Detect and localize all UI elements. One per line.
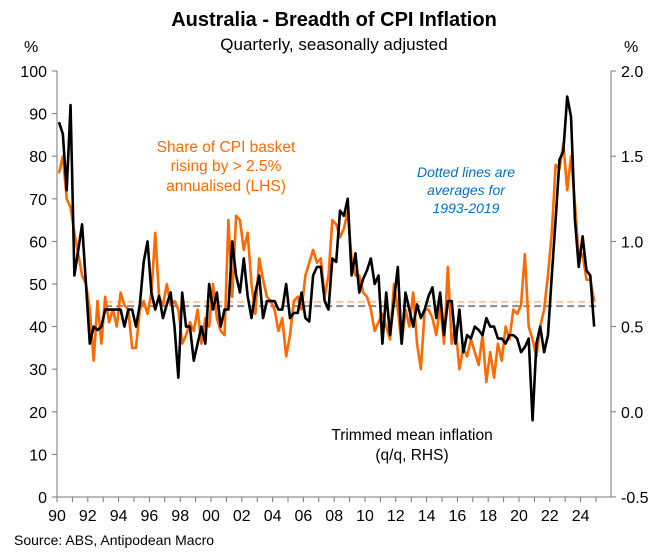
x-tick-label: 00 [202,508,220,525]
x-tick-label: 98 [171,508,189,525]
trimmed-mean-series-line [57,95,596,422]
left-tick-label: 0 [38,490,47,507]
x-tick-label: 10 [356,508,374,525]
x-tick-label: 18 [479,508,497,525]
x-tick-label: 90 [48,508,66,525]
left-tick-label: 10 [29,447,47,464]
left-tick-label: 80 [29,149,47,166]
x-tick-label: 22 [541,508,559,525]
chart-title: Australia - Breadth of CPI Inflation [171,9,497,31]
x-tick-label: 08 [325,508,343,525]
trimmed-label-line: (q/q, RHS) [375,447,448,464]
x-tick-label: 92 [79,508,97,525]
left-tick-label: 60 [29,234,47,251]
left-tick-label: 70 [29,192,47,209]
x-tick-label: 04 [264,508,282,525]
x-tick-label: 02 [233,508,251,525]
averages-note-line: Dotted lines are [417,164,515,180]
left-tick-label: 30 [29,362,47,379]
x-tick-label: 14 [418,508,436,525]
averages-note: Dotted lines are averages for 1993-2019 [417,164,515,216]
x-tick-label: 16 [449,508,467,525]
x-tick-label: 06 [295,508,313,525]
left-tick-label: 40 [29,320,47,337]
share-label-line: Share of CPI basket [157,139,296,156]
right-axis-unit: % [624,39,638,56]
left-axis-unit: % [24,39,38,56]
share-label-line: rising by > 2.5% [171,158,282,175]
right-tick-label: 0.5 [621,320,643,337]
share-label: Share of CPI basket rising by > 2.5% ann… [157,139,296,195]
source-note: Source: ABS, Antipodean Macro [14,532,214,548]
averages-note-line: averages for [427,182,506,198]
right-tick-label: 0.0 [621,405,643,422]
right-tick-label: 1.5 [621,149,643,166]
left-tick-label: 100 [20,64,47,81]
right-tick-label: 2.0 [621,64,643,81]
left-tick-label: 50 [29,277,47,294]
right-tick-label: -0.5 [621,490,649,507]
x-tick-label: 94 [110,508,128,525]
x-tick-label: 20 [510,508,528,525]
left-tick-label: 90 [29,107,47,124]
right-tick-label: 1.0 [621,234,643,251]
averages-note-line: 1993-2019 [433,200,500,216]
trimmed-label-line: Trimmed mean inflation [331,427,492,444]
x-tick-label: 12 [387,508,405,525]
chart-subtitle: Quarterly, seasonally adjusted [220,35,447,54]
share-label-line: annualised (LHS) [166,178,286,195]
x-tick-label: 24 [572,508,590,525]
left-tick-label: 20 [29,405,47,422]
x-tick-label: 96 [141,508,159,525]
trimmed-label: Trimmed mean inflation (q/q, RHS) [331,427,492,464]
share-series-line [57,142,596,384]
